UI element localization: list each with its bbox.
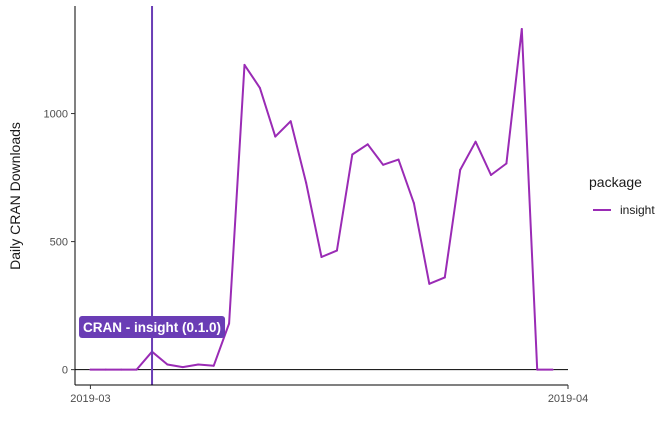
data-point-insight (474, 140, 477, 143)
data-point-insight (443, 276, 446, 279)
data-point-insight (459, 168, 462, 171)
data-point-insight (166, 363, 169, 366)
x-tick-label: 2019-03 (70, 393, 110, 405)
release-annotation-box (79, 316, 226, 338)
data-point-insight (274, 135, 277, 138)
data-point-insight (536, 368, 539, 371)
data-point-insight (289, 120, 292, 123)
y-tick-label: 1000 (44, 109, 68, 121)
data-point-insight (243, 63, 246, 66)
release-annotation: CRAN - insight (0.1.0) (79, 316, 226, 338)
legend: package insight (589, 174, 655, 217)
release-annotation-label: CRAN - insight (0.1.0) (83, 320, 221, 335)
data-point-insight (120, 368, 123, 371)
data-point-insight (228, 322, 231, 325)
data-point-insight (366, 143, 369, 146)
y-tick-label: 500 (50, 237, 68, 249)
data-point-insight (320, 255, 323, 258)
data-point-insight (89, 368, 92, 371)
data-point-insight (351, 153, 354, 156)
legend-title: package (589, 174, 642, 190)
data-point-insight (428, 282, 431, 285)
data-point-insight (382, 163, 385, 166)
data-point-insight (258, 86, 261, 89)
data-point-insight (505, 162, 508, 165)
x-tick-label: 2019-04 (548, 393, 588, 405)
data-point-insight (489, 174, 492, 177)
y-tick-label: 0 (62, 365, 68, 377)
x-axis-ticks: 2019-03 2019-04 (70, 385, 588, 405)
line-series-group (89, 28, 554, 371)
data-point-insight (335, 249, 338, 252)
data-point-insight (212, 364, 215, 367)
data-point-insight (397, 158, 400, 161)
y-axis-title: Daily CRAN Downloads (7, 122, 23, 270)
data-point-insight (551, 368, 554, 371)
data-point-insight (520, 28, 523, 31)
data-point-insight (197, 363, 200, 366)
data-point-insight (412, 202, 415, 205)
data-point-insight (104, 368, 107, 371)
legend-label-insight: insight (620, 203, 655, 217)
plot-panel: CRAN - insight (0.1.0) (75, 6, 568, 385)
data-point-insight (181, 366, 184, 369)
y-axis-ticks: 0 500 1000 (44, 109, 75, 377)
data-point-insight (135, 368, 138, 371)
data-point-insight (305, 181, 308, 184)
